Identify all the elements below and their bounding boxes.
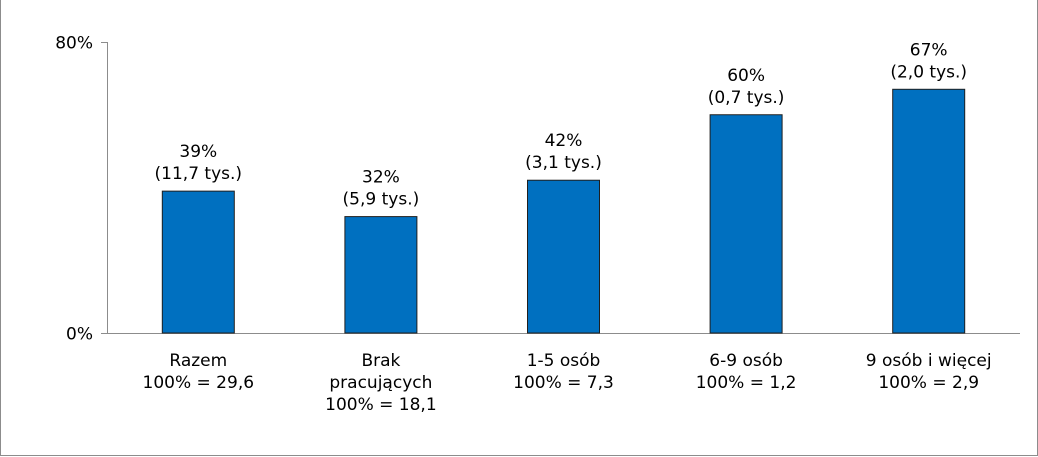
category-label: 9 osób i więcej (866, 351, 992, 371)
category-label: 100% = 7,3 (513, 373, 614, 393)
axes: 0% 80% (55, 34, 1020, 345)
bars (161, 88, 966, 334)
category-label: 100% = 1,2 (696, 373, 797, 393)
y-tick-label: 0% (66, 325, 93, 345)
category-label: 100% = 29,6 (143, 373, 255, 393)
data-label: 67% (910, 40, 948, 60)
data-label: 60% (727, 66, 765, 86)
category-label: pracujących (329, 373, 432, 393)
bar (892, 88, 966, 334)
category-label: 6-9 osób (709, 351, 783, 371)
category-label: 1-5 osób (527, 351, 601, 371)
bar (344, 216, 418, 334)
category-label: Razem (169, 351, 227, 371)
data-label: (0,7 tys.) (708, 88, 785, 108)
data-label: (11,7 tys.) (155, 164, 243, 184)
data-label: 32% (362, 168, 400, 188)
data-label: 39% (179, 142, 217, 162)
bar (161, 190, 235, 334)
category-label: 100% = 18,1 (325, 395, 437, 415)
data-label: (2,0 tys.) (890, 62, 967, 82)
data-label: (3,1 tys.) (525, 153, 602, 173)
data-label: 42% (545, 131, 583, 151)
bar (527, 179, 600, 334)
bar (709, 114, 783, 334)
category-label: 100% = 2,9 (878, 373, 979, 393)
category-label: Brak (361, 351, 400, 371)
data-label: (5,9 tys.) (343, 190, 420, 210)
y-tick-label: 80% (55, 34, 93, 54)
